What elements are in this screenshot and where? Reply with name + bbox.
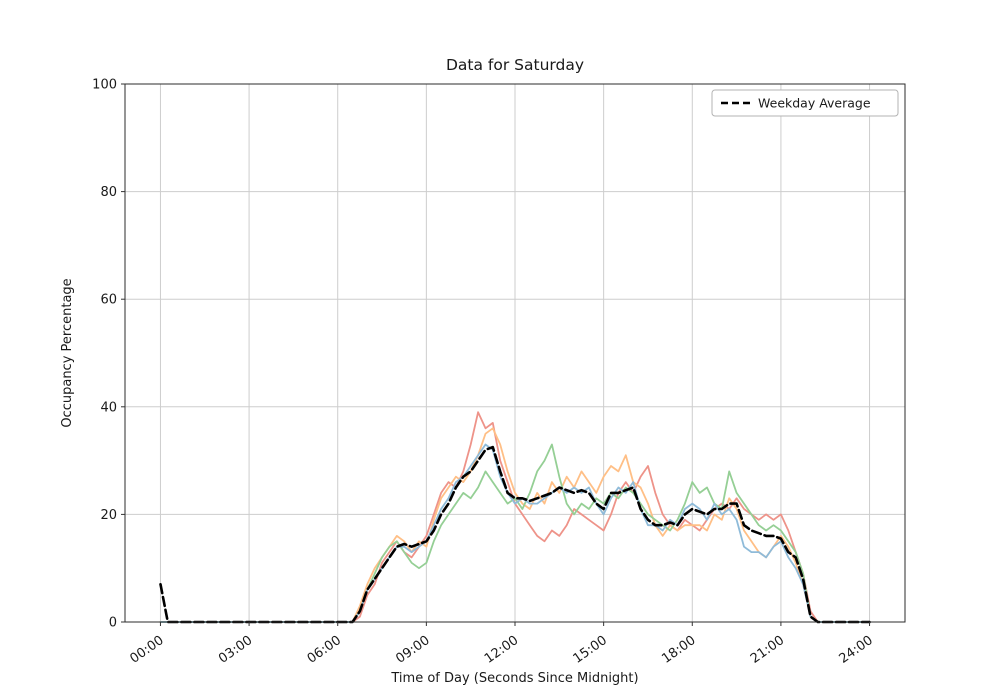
y-tick-label: 100 [92,78,117,93]
y-tick-label: 60 [100,293,117,308]
grid-lines [125,83,905,623]
x-axis-label: Time of Day (Seconds Since Midnight) [390,671,638,686]
axis-ticks: 00:00 03:00 06:00 09:00 12:00 15:00 18:00 21:00… [92,78,876,667]
x-tick-label: 00:00 [127,633,166,667]
y-tick-label: 0 [109,616,117,631]
y-tick-label: 40 [100,400,117,415]
legend-box [711,89,899,117]
x-tick-label: 09:00 [393,633,432,667]
y-axis-label: Occupancy Percentage [60,278,75,427]
legend: Weekday Average [711,89,899,117]
x-tick-label: 06:00 [305,633,344,667]
x-tick-label: 12:00 [482,633,521,667]
y-tick-label: 20 [100,508,117,523]
x-tick-label: 18:00 [659,633,698,667]
x-tick-label: 03:00 [216,633,255,667]
x-tick-label: 21:00 [748,633,787,667]
x-tick-label: 15:00 [571,633,610,667]
chart-title: Data for Saturday [446,56,584,74]
legend-label: Weekday Average [758,96,871,111]
x-tick-label: 24:00 [837,633,876,667]
y-tick-label: 80 [100,185,117,200]
